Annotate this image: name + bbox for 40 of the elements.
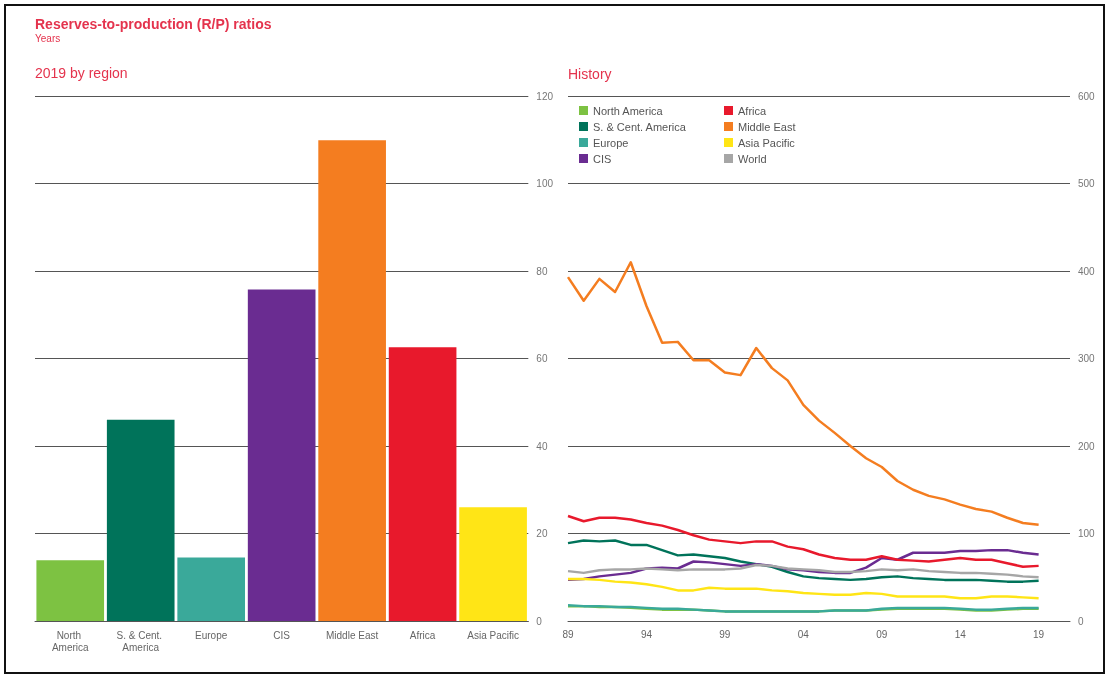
legend-label: CIS [593,152,612,165]
legend-label: Asia Pacific [738,136,796,149]
y-tick-label: 20 [536,528,548,539]
y-tick-label: 200 [1078,440,1096,452]
x-tick-label: Asia Pacific [467,629,519,641]
x-tick-label: 14 [954,628,967,640]
legend-label: Middle East [738,120,796,133]
y-tick-label: 600 [1078,90,1096,102]
y-tick-label: 500 [1078,178,1096,189]
x-tick-label: 94 [640,628,653,640]
chart-title: Reserves-to-production (R/P) ratios [35,16,272,32]
legend-label: North America [593,104,664,117]
x-tick-label: CIS [273,629,291,641]
x-tick-label: S. & Cent. America [116,629,165,653]
x-tick-label: 19 [1033,628,1045,640]
legend-label: World [738,152,767,165]
y-tick-label: 100 [536,178,554,189]
y-tick-label: 400 [1078,265,1096,277]
legend-label: Africa [738,104,767,117]
y-tick-label: 0 [536,615,543,627]
x-tick-label: 89 [562,628,574,640]
x-tick-label: Africa [409,629,436,641]
x-tick-label: North America [51,629,90,653]
x-tick-label: Middle East [326,629,379,641]
y-tick-label: 0 [1078,615,1084,627]
x-tick-label: Europe [195,629,228,641]
x-tick-label: 04 [797,628,810,640]
y-tick-label: 120 [536,90,554,102]
legend-label: S. & Cent. America [593,120,687,133]
legend-label: Europe [593,136,629,149]
y-tick-label: 80 [536,265,548,277]
y-tick-label: 300 [1078,353,1096,364]
x-tick-label: 99 [719,628,731,640]
chart-title: History [568,66,612,82]
chart-subtitle: Years [35,32,61,44]
text: 2019 by region [35,65,128,81]
y-tick-label: 40 [536,440,548,452]
y-tick-label: 100 [1078,528,1096,539]
x-tick-label: 09 [876,628,888,640]
y-tick-label: 60 [536,353,548,364]
